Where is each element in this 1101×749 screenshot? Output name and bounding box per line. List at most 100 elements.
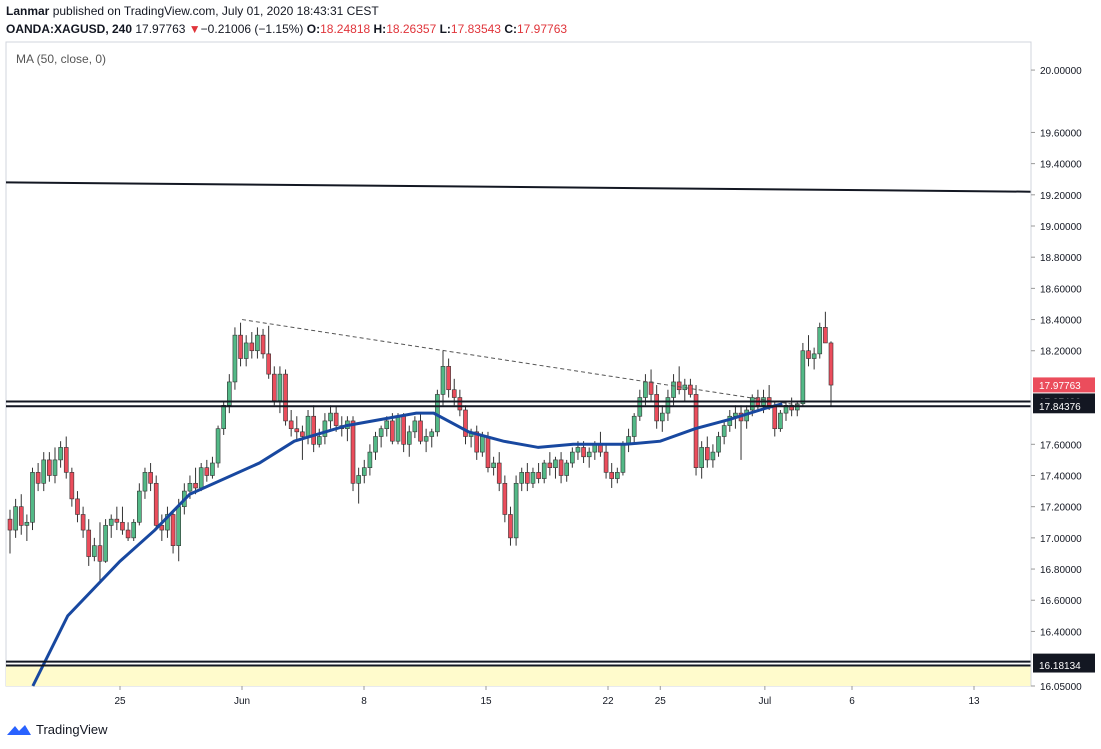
candles-layer [7, 311, 834, 582]
candle-body [249, 342, 255, 352]
candle-body [474, 431, 480, 453]
candle [243, 335, 249, 367]
candle [603, 444, 609, 479]
candle [423, 428, 429, 453]
candle-body [401, 415, 406, 445]
candle-body [288, 420, 294, 430]
price-tag-label: 17.84376 [1039, 402, 1081, 413]
candle [271, 366, 277, 406]
candle-body [52, 459, 58, 476]
horizontal-levels[interactable] [6, 400, 1031, 667]
close-value: 17.97763 [517, 22, 568, 36]
candle [210, 456, 215, 479]
candle [570, 447, 575, 468]
candle [463, 405, 468, 445]
author-name[interactable]: Lanmar [6, 4, 50, 18]
candle [418, 413, 423, 445]
y-tick-label: 18.60000 [1040, 284, 1082, 295]
candle-body [823, 327, 828, 344]
candle-body [266, 353, 271, 375]
candle [530, 467, 536, 488]
candle-body [570, 451, 575, 464]
candle [474, 425, 480, 460]
candle-body [682, 384, 688, 391]
candle-body [603, 451, 609, 473]
candle [350, 416, 356, 492]
candle-body [688, 384, 693, 395]
candle-body [356, 475, 361, 484]
candle-body [328, 412, 333, 422]
time-axis[interactable]: 25 Jun 8 15 22 25 Jul 6 13 [114, 686, 980, 707]
candle [108, 514, 114, 538]
candle-body [660, 412, 665, 422]
candle-body [721, 425, 727, 437]
candle [63, 436, 69, 479]
candle-body [508, 514, 513, 539]
candle [356, 467, 361, 504]
candle-body [148, 472, 153, 484]
candle-body [193, 482, 198, 489]
candle-body [86, 529, 92, 557]
candle-body [671, 381, 676, 398]
candle [328, 405, 333, 429]
close-label: C: [504, 22, 517, 36]
candle-body [586, 451, 592, 458]
candle-body [97, 545, 103, 562]
y-tick-label: 16.60000 [1040, 596, 1082, 607]
candle-body [615, 472, 620, 479]
candle [699, 441, 704, 479]
candle-body [716, 436, 721, 453]
candle [75, 491, 80, 523]
price-tag-bg [1033, 398, 1095, 414]
candle [704, 436, 710, 468]
symbol-ohlc-bar: OANDA:XAGUSD, 240 17.97763 ▼−0.21006 (−1… [6, 21, 567, 37]
candle-body [446, 366, 451, 391]
candle [519, 467, 525, 492]
candle [159, 514, 165, 541]
candle [648, 369, 654, 401]
candle-body [367, 451, 373, 468]
candle [97, 522, 103, 582]
candle-body [41, 459, 47, 484]
candle-body [423, 436, 429, 442]
candle-body [18, 506, 24, 526]
candle-body [215, 428, 221, 464]
candle [266, 325, 271, 379]
candle [525, 463, 530, 492]
candle-body [806, 350, 811, 359]
candle-body [406, 431, 412, 445]
candle-body [575, 447, 581, 453]
candle [288, 410, 294, 437]
candle [305, 410, 311, 445]
candle [294, 416, 300, 442]
candle [193, 467, 198, 495]
candle-body [564, 462, 570, 476]
candle [502, 475, 508, 523]
candle-body [699, 447, 704, 468]
candle-body [305, 415, 311, 437]
candle-body [525, 472, 530, 484]
indicator-label[interactable]: MA (50, close, 0) [16, 52, 107, 66]
candle-body [491, 462, 496, 468]
candle-body [541, 462, 547, 479]
candle [513, 475, 519, 546]
candle-body [204, 467, 210, 476]
candle-body [418, 420, 423, 442]
dashed-trendline[interactable] [241, 319, 800, 406]
candle [120, 506, 125, 535]
candle [13, 498, 18, 538]
price-tag-label: 17.97763 [1039, 381, 1081, 392]
price-change: −0.21006 (−1.15%) [200, 22, 304, 36]
candle [367, 444, 373, 476]
candle-body [378, 428, 384, 437]
tradingview-logo[interactable]: TradingView [6, 722, 108, 737]
candle-body [811, 353, 817, 359]
candle-body [13, 506, 18, 531]
candle-body [92, 545, 97, 557]
resistance-line[interactable] [5, 181, 1032, 193]
y-tick-label: 17.00000 [1040, 534, 1082, 545]
price-axis[interactable]: 20.00000 19.60000 19.40000 19.20000 19.00000… [1031, 66, 1082, 693]
candle-body [440, 366, 446, 395]
candle [541, 459, 547, 484]
